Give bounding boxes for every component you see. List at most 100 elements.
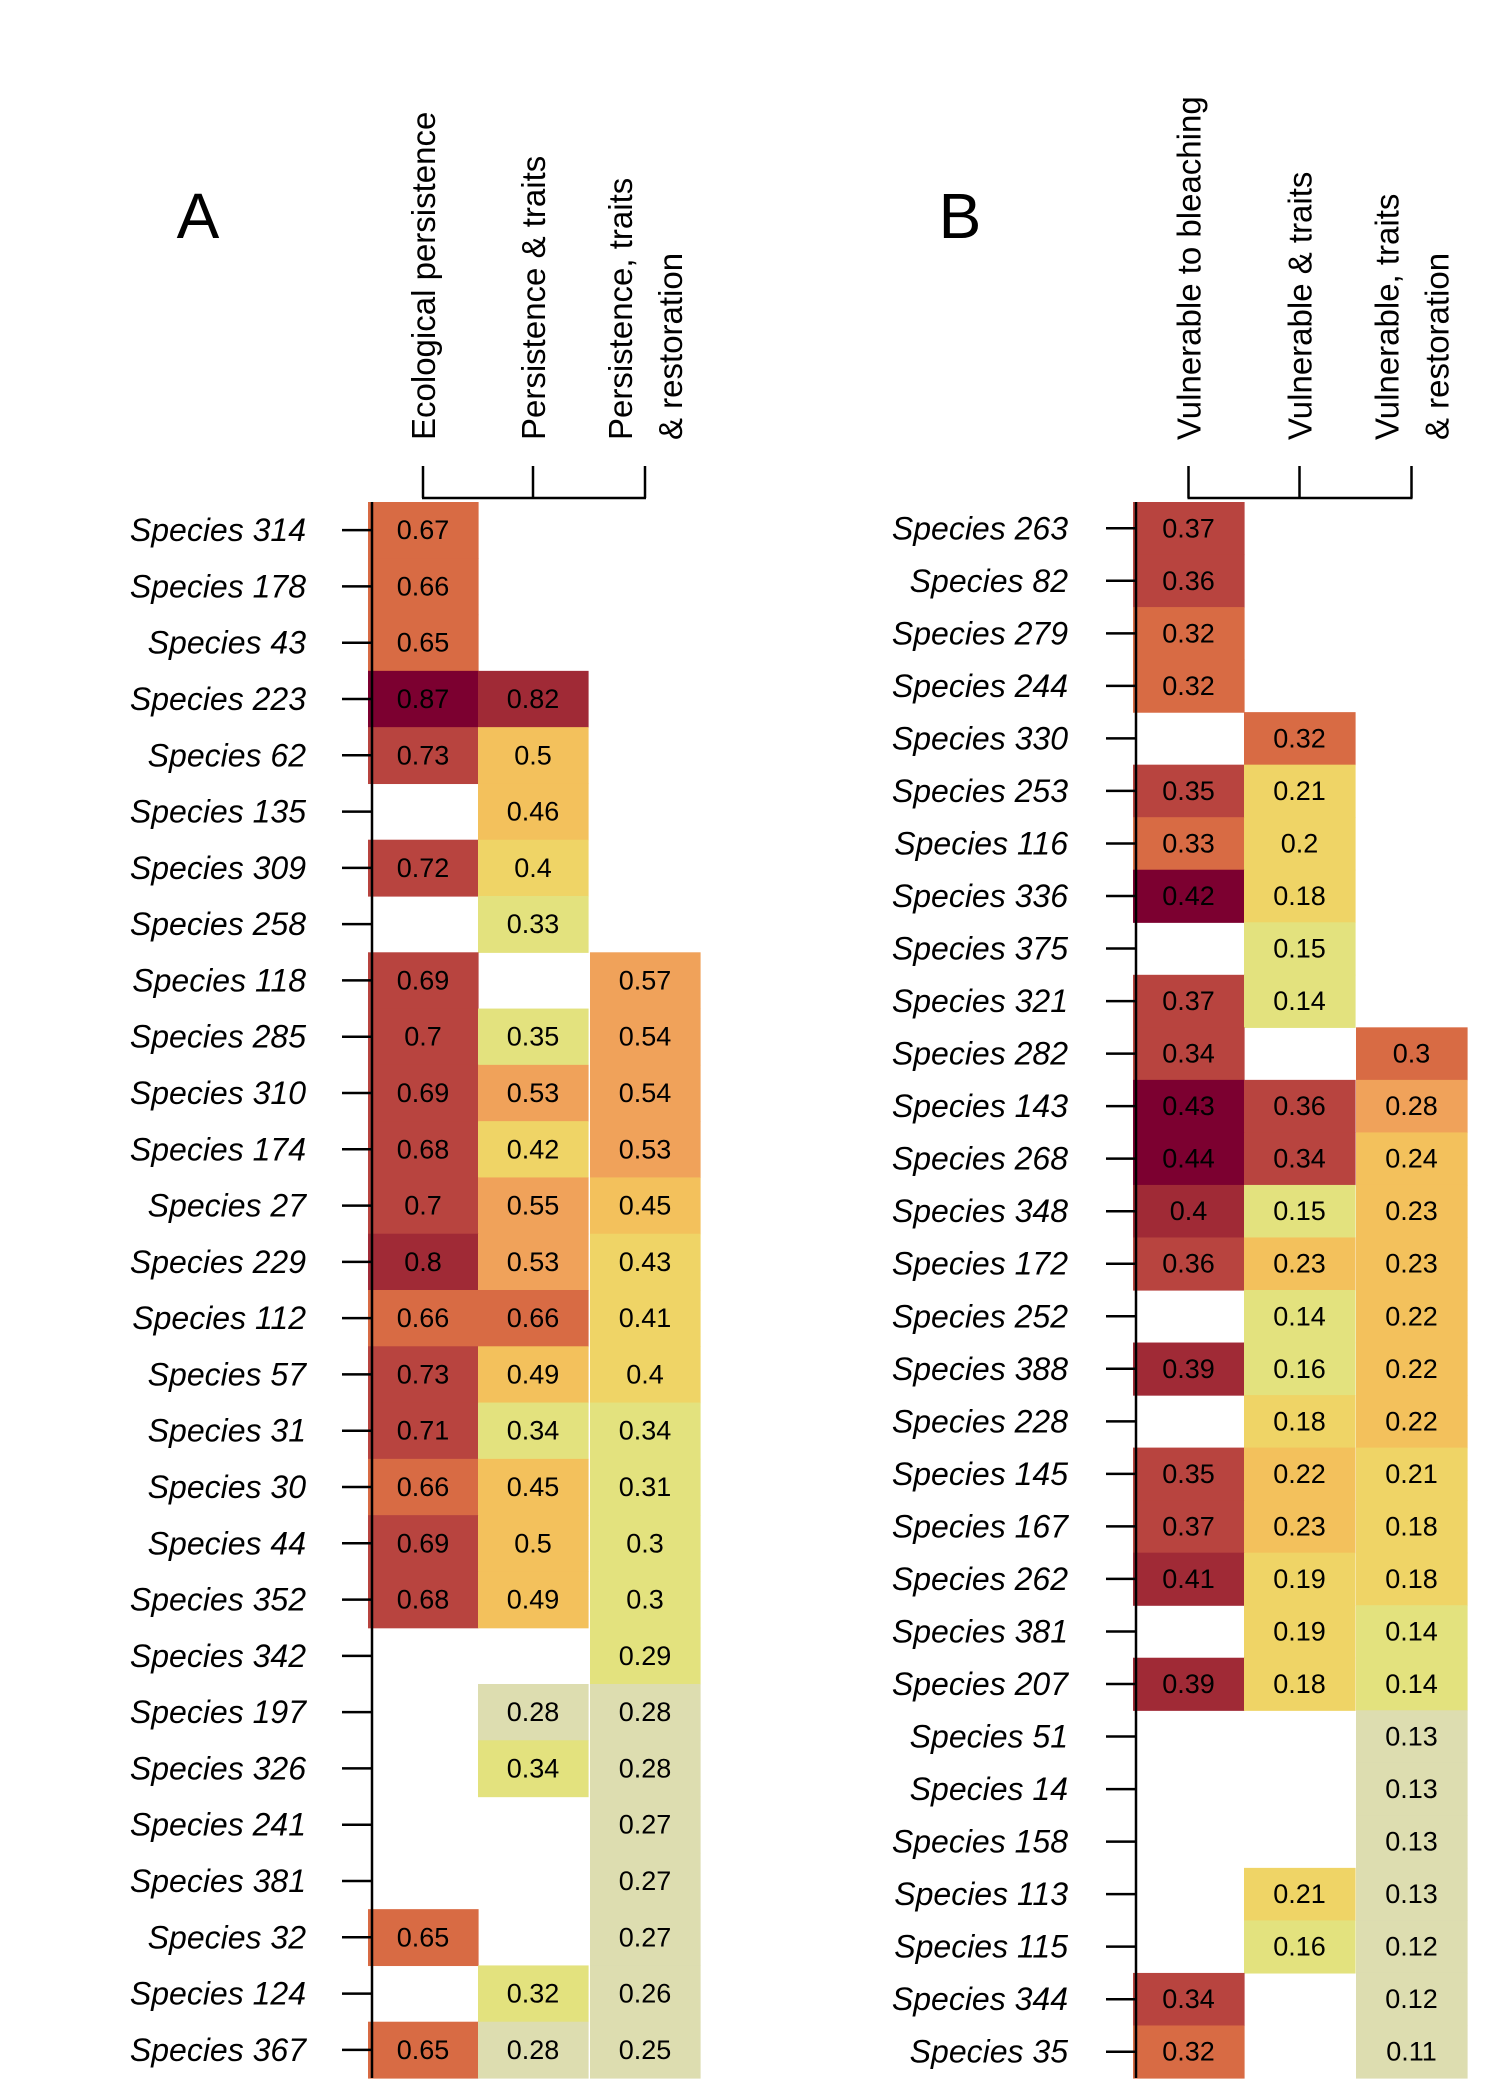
panel-a-cell-r20-c2 (478, 1571, 589, 1629)
panel-a-cell-label-r19-c2: 0.5 (514, 1528, 552, 1558)
panel-b-cell-label-r15-c2: 0.23 (1273, 1249, 1326, 1279)
panel-b-cell-r29-c3 (1356, 1972, 1468, 2027)
panel-b-cell-r18-c3 (1356, 1395, 1468, 1449)
panel-b-cell-r26-c3 (1356, 1815, 1468, 1869)
panel-b-cell-r12-c2 (1244, 1079, 1356, 1133)
panel-b-cell-label-r6-c1: 0.35 (1162, 776, 1215, 806)
panel-a-cell-r16-c3 (590, 1346, 701, 1404)
panel-b-cell-r28-c3 (1356, 1920, 1468, 1974)
panel-b-row-label-26: Species 158 (892, 1824, 1068, 1860)
panel-a-cell-r2-c1 (368, 558, 479, 616)
panel-b-cell-label-r22-c2: 0.19 (1273, 1616, 1326, 1646)
panel-b-col-label-1: Vulnerable to bleaching (1171, 96, 1208, 440)
panel-a-cell-r27-c3 (590, 1965, 701, 2023)
panel-a-row-label-9: Species 118 (132, 962, 306, 998)
panel-b-cell-label-r21-c3: 0.18 (1385, 1564, 1438, 1594)
panel-b-cell-label-r1-c1: 0.37 (1162, 513, 1215, 543)
panel-a-cell-label-r2-c1: 0.66 (397, 571, 450, 601)
panel-b-cell-label-r13-c1: 0.44 (1162, 1144, 1215, 1174)
panel-b-cell-r20-c3 (1356, 1500, 1468, 1554)
panel-b-cell-label-r18-c3: 0.22 (1385, 1406, 1438, 1436)
panel-b-cell-r19-c3 (1356, 1447, 1468, 1501)
panel-b-cell-r6-c2 (1244, 764, 1356, 818)
panel-b-cell-r14-c1 (1133, 1184, 1245, 1239)
panel-b-cell-r21-c3 (1356, 1552, 1468, 1606)
panel-a-cell-label-r13-c1: 0.7 (404, 1191, 442, 1221)
panel-b-cell-r19-c2 (1244, 1447, 1356, 1501)
panel-a-cell-label-r6-c2: 0.46 (507, 797, 560, 827)
panel-b-cell-label-r30-c1: 0.32 (1162, 2037, 1215, 2067)
panel-b-row-label-7: Species 116 (894, 825, 1068, 861)
panel-b-cell-label-r14-c1: 0.4 (1170, 1196, 1208, 1226)
panel-a-cell-r13-c3 (590, 1177, 701, 1235)
panel-a-row-label-1: Species 314 (130, 512, 306, 548)
panel-a-cell-label-r26-c3: 0.27 (619, 1922, 672, 1952)
panel-a-cell-label-r26-c1: 0.65 (397, 1922, 450, 1952)
panel-a-letter: A (177, 180, 220, 252)
panel-b-cell-r23-c2 (1244, 1657, 1356, 1711)
panel-b-col-label-3: Vulnerable, traits & restoration (1369, 194, 1456, 440)
panel-a-row-label-18: Species 30 (148, 1469, 307, 1505)
panel-b-cell-label-r25-c3: 0.13 (1385, 1774, 1438, 1804)
panel-b-row-label-18: Species 228 (892, 1403, 1068, 1439)
panel-a-cell-r5-c1 (368, 727, 479, 785)
panel-b-cell-r16-c3 (1356, 1290, 1468, 1344)
panel-a-cell-r17-c2 (478, 1402, 589, 1460)
panel-b-cell-r11-c1 (1133, 1027, 1245, 1081)
panel-a-cell-r10-c2 (478, 1008, 589, 1066)
panel-a-cell-r12-c1 (368, 1121, 479, 1179)
panel-a-row-label-4: Species 223 (130, 681, 306, 717)
panel-a-cell-r24-c3 (590, 1796, 701, 1854)
panel-a-cell-r13-c2 (478, 1177, 589, 1235)
panel-a-cell-r19-c1 (368, 1515, 479, 1573)
panel-a-cell-label-r16-c3: 0.4 (626, 1359, 664, 1389)
panel-a-cell-r21-c3 (590, 1627, 701, 1685)
panel-b-cell-label-r7-c2: 0.2 (1281, 828, 1319, 858)
panel-a-cell-r17-c1 (368, 1402, 479, 1460)
panel-a-cell-r18-c1 (368, 1458, 479, 1516)
panel-a-cell-label-r4-c1: 0.87 (397, 684, 450, 714)
panel-a-cell-r26-c3 (590, 1909, 701, 1967)
panel-b-cell-label-r14-c2: 0.15 (1273, 1196, 1326, 1226)
panel-a-cell-label-r28-c2: 0.28 (507, 2035, 560, 2065)
panel-b-cell-label-r10-c2: 0.14 (1273, 986, 1326, 1016)
panel-a-col-label-3: Persistence, traits & restoration (602, 178, 689, 440)
panel-a-row-label-28: Species 367 (130, 2032, 307, 2068)
panel-b-cell-label-r11-c3: 0.3 (1393, 1039, 1431, 1069)
panel-b-cell-r16-c2 (1244, 1290, 1356, 1344)
panel-a-cell-r15-c1 (368, 1290, 479, 1347)
panel-b-cell-label-r4-c1: 0.32 (1162, 671, 1215, 701)
panel-b-cell-r5-c2 (1244, 712, 1356, 766)
panel-b-cell-label-r10-c1: 0.37 (1162, 986, 1215, 1016)
panel-b-row-label-16: Species 252 (892, 1298, 1068, 1334)
panel-a-cell-label-r20-c2: 0.49 (507, 1585, 560, 1615)
panel-b-cell-label-r18-c2: 0.18 (1273, 1406, 1326, 1436)
panel-a-cell-label-r5-c2: 0.5 (514, 740, 552, 770)
panel-b-cell-r19-c1 (1133, 1447, 1245, 1501)
panel-b-cell-r14-c3 (1356, 1184, 1468, 1239)
panel-a-cell-label-r18-c1: 0.66 (397, 1472, 450, 1502)
panel-a-cell-r20-c1 (368, 1571, 479, 1629)
panel-b-row-label-10: Species 321 (892, 983, 1068, 1019)
panel-b-cell-label-r20-c3: 0.18 (1385, 1511, 1438, 1541)
panel-b-cell-label-r30-c3: 0.11 (1386, 2037, 1437, 2067)
panel-b-cell-r22-c3 (1356, 1605, 1468, 1659)
panel-b-cell-label-r12-c1: 0.43 (1162, 1091, 1215, 1121)
panel-b-cell-r27-c3 (1356, 1867, 1468, 1921)
panel-b-cell-r8-c2 (1244, 869, 1356, 923)
panel-a-cell-label-r17-c1: 0.71 (397, 1416, 450, 1446)
panel-a-cell-r4-c1 (368, 670, 479, 728)
panel-a-cell-r10-c1 (368, 1008, 479, 1066)
panel-a-cell-r16-c2 (478, 1346, 589, 1404)
panel-b-cell-r3-c1 (1133, 607, 1245, 661)
panel-a-cell-label-r27-c3: 0.26 (619, 1979, 672, 2009)
panel-a-row-label-25: Species 381 (130, 1863, 306, 1899)
panel-b-row-label-4: Species 244 (892, 668, 1068, 704)
panel-b-cell-r29-c1 (1133, 1972, 1245, 2027)
panel-b-cell-r27-c2 (1244, 1867, 1356, 1921)
panel-b-cell-label-r15-c3: 0.23 (1385, 1249, 1438, 1279)
panel-a-cell-r19-c3 (590, 1515, 701, 1573)
panel-b-row-label-3: Species 279 (892, 615, 1068, 651)
panel-b-row-label-30: Species 35 (910, 2034, 1069, 2070)
